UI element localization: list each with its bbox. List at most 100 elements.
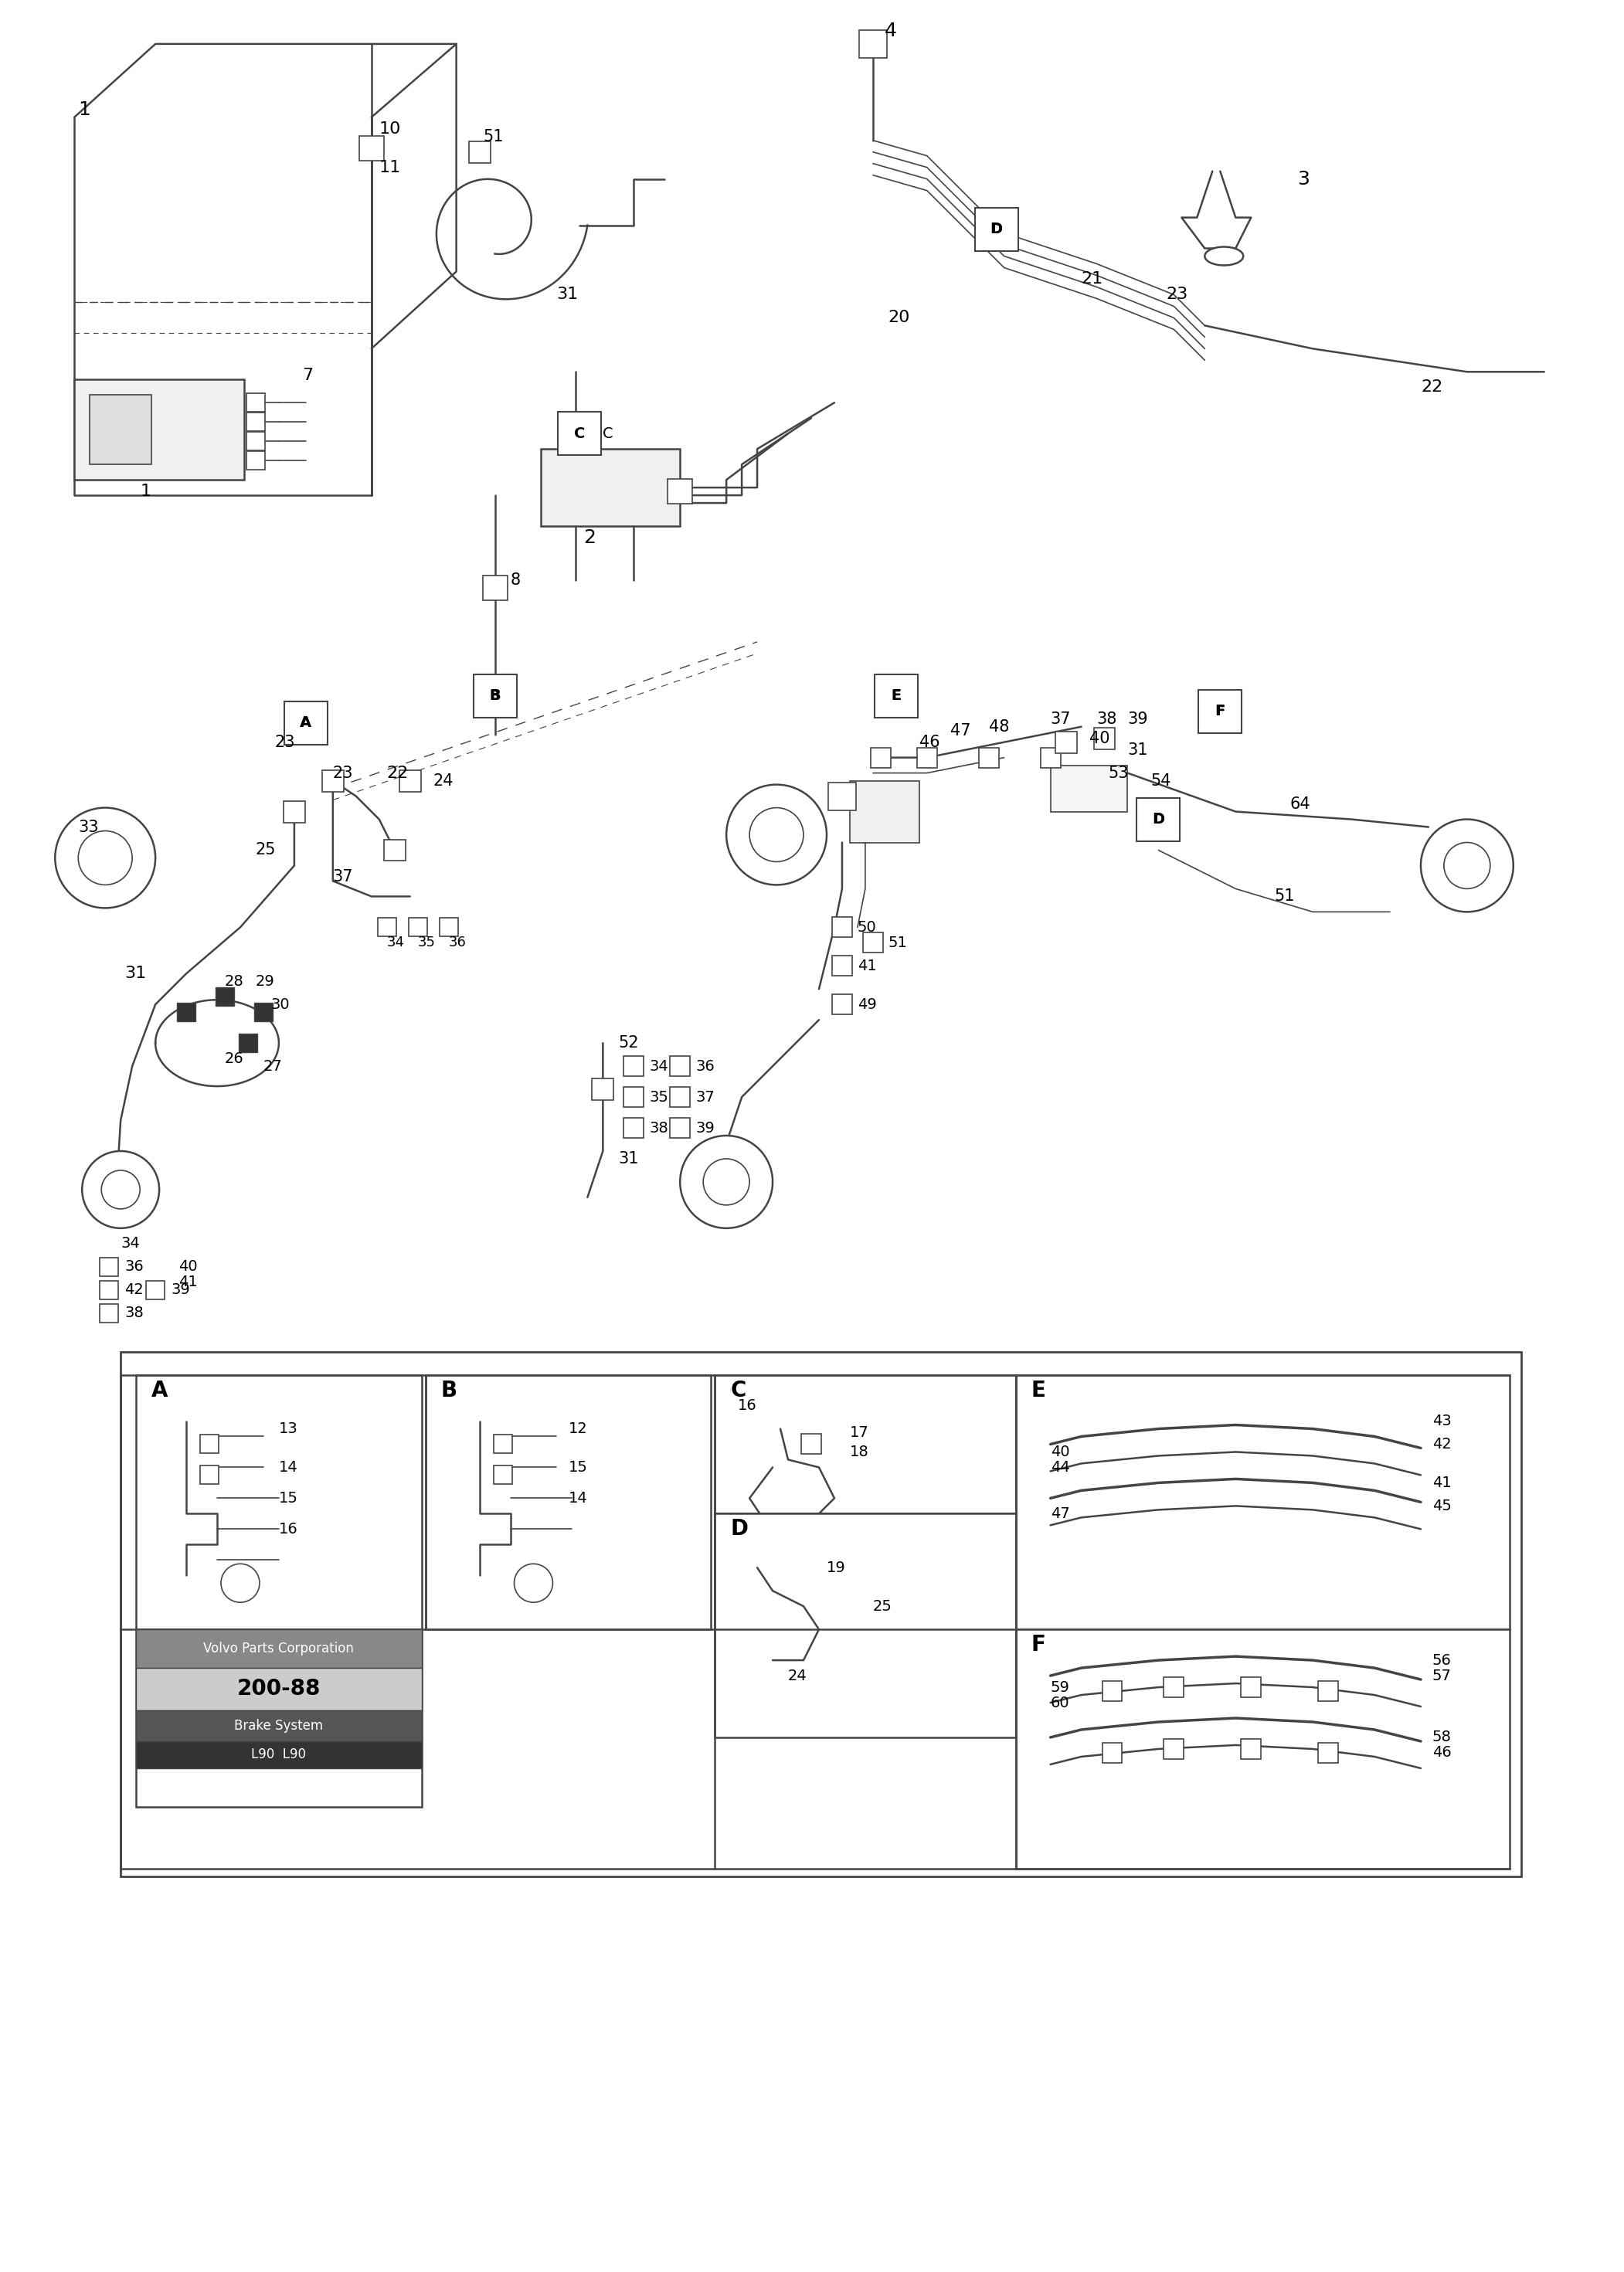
Bar (247, 414, 265, 432)
Ellipse shape (515, 1563, 552, 1602)
Bar (284, 702, 328, 745)
Bar (359, 136, 383, 161)
Text: 23: 23 (274, 734, 296, 750)
Text: 10: 10 (378, 120, 401, 136)
Bar (409, 918, 427, 936)
Text: 1: 1 (140, 484, 151, 500)
Text: 57: 57 (1432, 1668, 1452, 1684)
Ellipse shape (750, 809, 804, 861)
Bar (874, 675, 918, 718)
Text: 39: 39 (171, 1284, 190, 1297)
Text: E: E (1031, 1379, 1046, 1402)
Bar (671, 1086, 690, 1106)
Text: 25: 25 (874, 1599, 892, 1613)
Text: 47: 47 (1051, 1506, 1070, 1520)
Text: A: A (151, 1379, 169, 1402)
Text: 36: 36 (448, 936, 466, 950)
Text: 47: 47 (950, 722, 971, 738)
Bar (200, 1436, 219, 1454)
Text: 60: 60 (1051, 1695, 1070, 1711)
Text: 24: 24 (788, 1668, 807, 1684)
Text: 59: 59 (1051, 1679, 1070, 1695)
Text: 30: 30 (271, 997, 291, 1011)
Bar (1319, 1743, 1338, 1763)
Bar (849, 782, 919, 843)
Text: B: B (489, 688, 500, 704)
Ellipse shape (55, 809, 156, 909)
Bar (1015, 1375, 1509, 1629)
Bar (828, 782, 856, 811)
Bar (1041, 747, 1060, 768)
Text: 43: 43 (1432, 1413, 1452, 1429)
Bar (425, 1375, 711, 1629)
Bar (981, 214, 1012, 245)
Bar (1051, 766, 1127, 811)
Bar (322, 770, 344, 791)
Bar (136, 1711, 422, 1740)
Text: 16: 16 (279, 1522, 297, 1536)
Bar (146, 1281, 164, 1300)
Bar (136, 1629, 422, 1668)
Ellipse shape (221, 1563, 260, 1602)
Text: 58: 58 (1432, 1729, 1452, 1745)
Text: 28: 28 (224, 975, 244, 988)
Text: 38: 38 (1096, 711, 1117, 727)
Text: 13: 13 (279, 1422, 297, 1436)
Text: 41: 41 (857, 959, 877, 972)
Text: E: E (892, 688, 901, 704)
Bar (1164, 1738, 1184, 1759)
Bar (253, 1002, 273, 1022)
Bar (624, 1056, 643, 1077)
Ellipse shape (726, 784, 827, 884)
Text: 34: 34 (387, 936, 404, 950)
Bar (1093, 727, 1116, 750)
Ellipse shape (765, 1545, 812, 1590)
Bar (1103, 1681, 1122, 1702)
Text: D: D (991, 223, 1002, 236)
Bar (494, 1465, 512, 1484)
Text: 200-88: 200-88 (237, 1679, 320, 1699)
Ellipse shape (680, 1136, 773, 1229)
Bar (1319, 1681, 1338, 1702)
Text: B: B (440, 1379, 458, 1402)
Text: 18: 18 (849, 1445, 869, 1459)
Text: 8: 8 (510, 573, 520, 588)
Bar (593, 1079, 614, 1100)
Bar (880, 679, 911, 711)
Bar (559, 411, 601, 454)
Text: 36: 36 (695, 1059, 715, 1072)
Text: 19: 19 (827, 1561, 846, 1574)
Text: 53: 53 (1108, 766, 1129, 782)
Bar (247, 393, 265, 411)
Text: 3: 3 (1298, 170, 1309, 189)
Text: 39: 39 (1127, 711, 1148, 727)
Text: 42: 42 (1432, 1436, 1452, 1452)
Ellipse shape (1205, 248, 1244, 266)
Bar (918, 747, 937, 768)
Text: 22: 22 (1421, 379, 1442, 395)
Text: 51: 51 (888, 936, 908, 950)
Text: 29: 29 (255, 975, 274, 988)
Text: Brake System: Brake System (234, 1720, 323, 1734)
Text: 17: 17 (849, 1425, 869, 1440)
Text: 12: 12 (568, 1422, 588, 1436)
Text: 50: 50 (857, 920, 877, 934)
Bar (671, 1056, 690, 1077)
Bar (400, 770, 421, 791)
Bar (671, 1118, 690, 1138)
Bar (1056, 732, 1077, 752)
Bar (624, 1086, 643, 1106)
Text: 46: 46 (919, 734, 940, 750)
Text: A: A (300, 716, 312, 729)
Bar (870, 747, 890, 768)
Text: 4: 4 (885, 20, 896, 41)
Bar (75, 379, 244, 479)
Bar (291, 707, 322, 738)
Text: 22: 22 (387, 766, 409, 782)
Text: 14: 14 (568, 1490, 588, 1506)
Bar (624, 1118, 643, 1138)
Bar (200, 1465, 219, 1484)
Ellipse shape (101, 1170, 140, 1209)
Bar (979, 747, 999, 768)
Bar (99, 1256, 119, 1277)
